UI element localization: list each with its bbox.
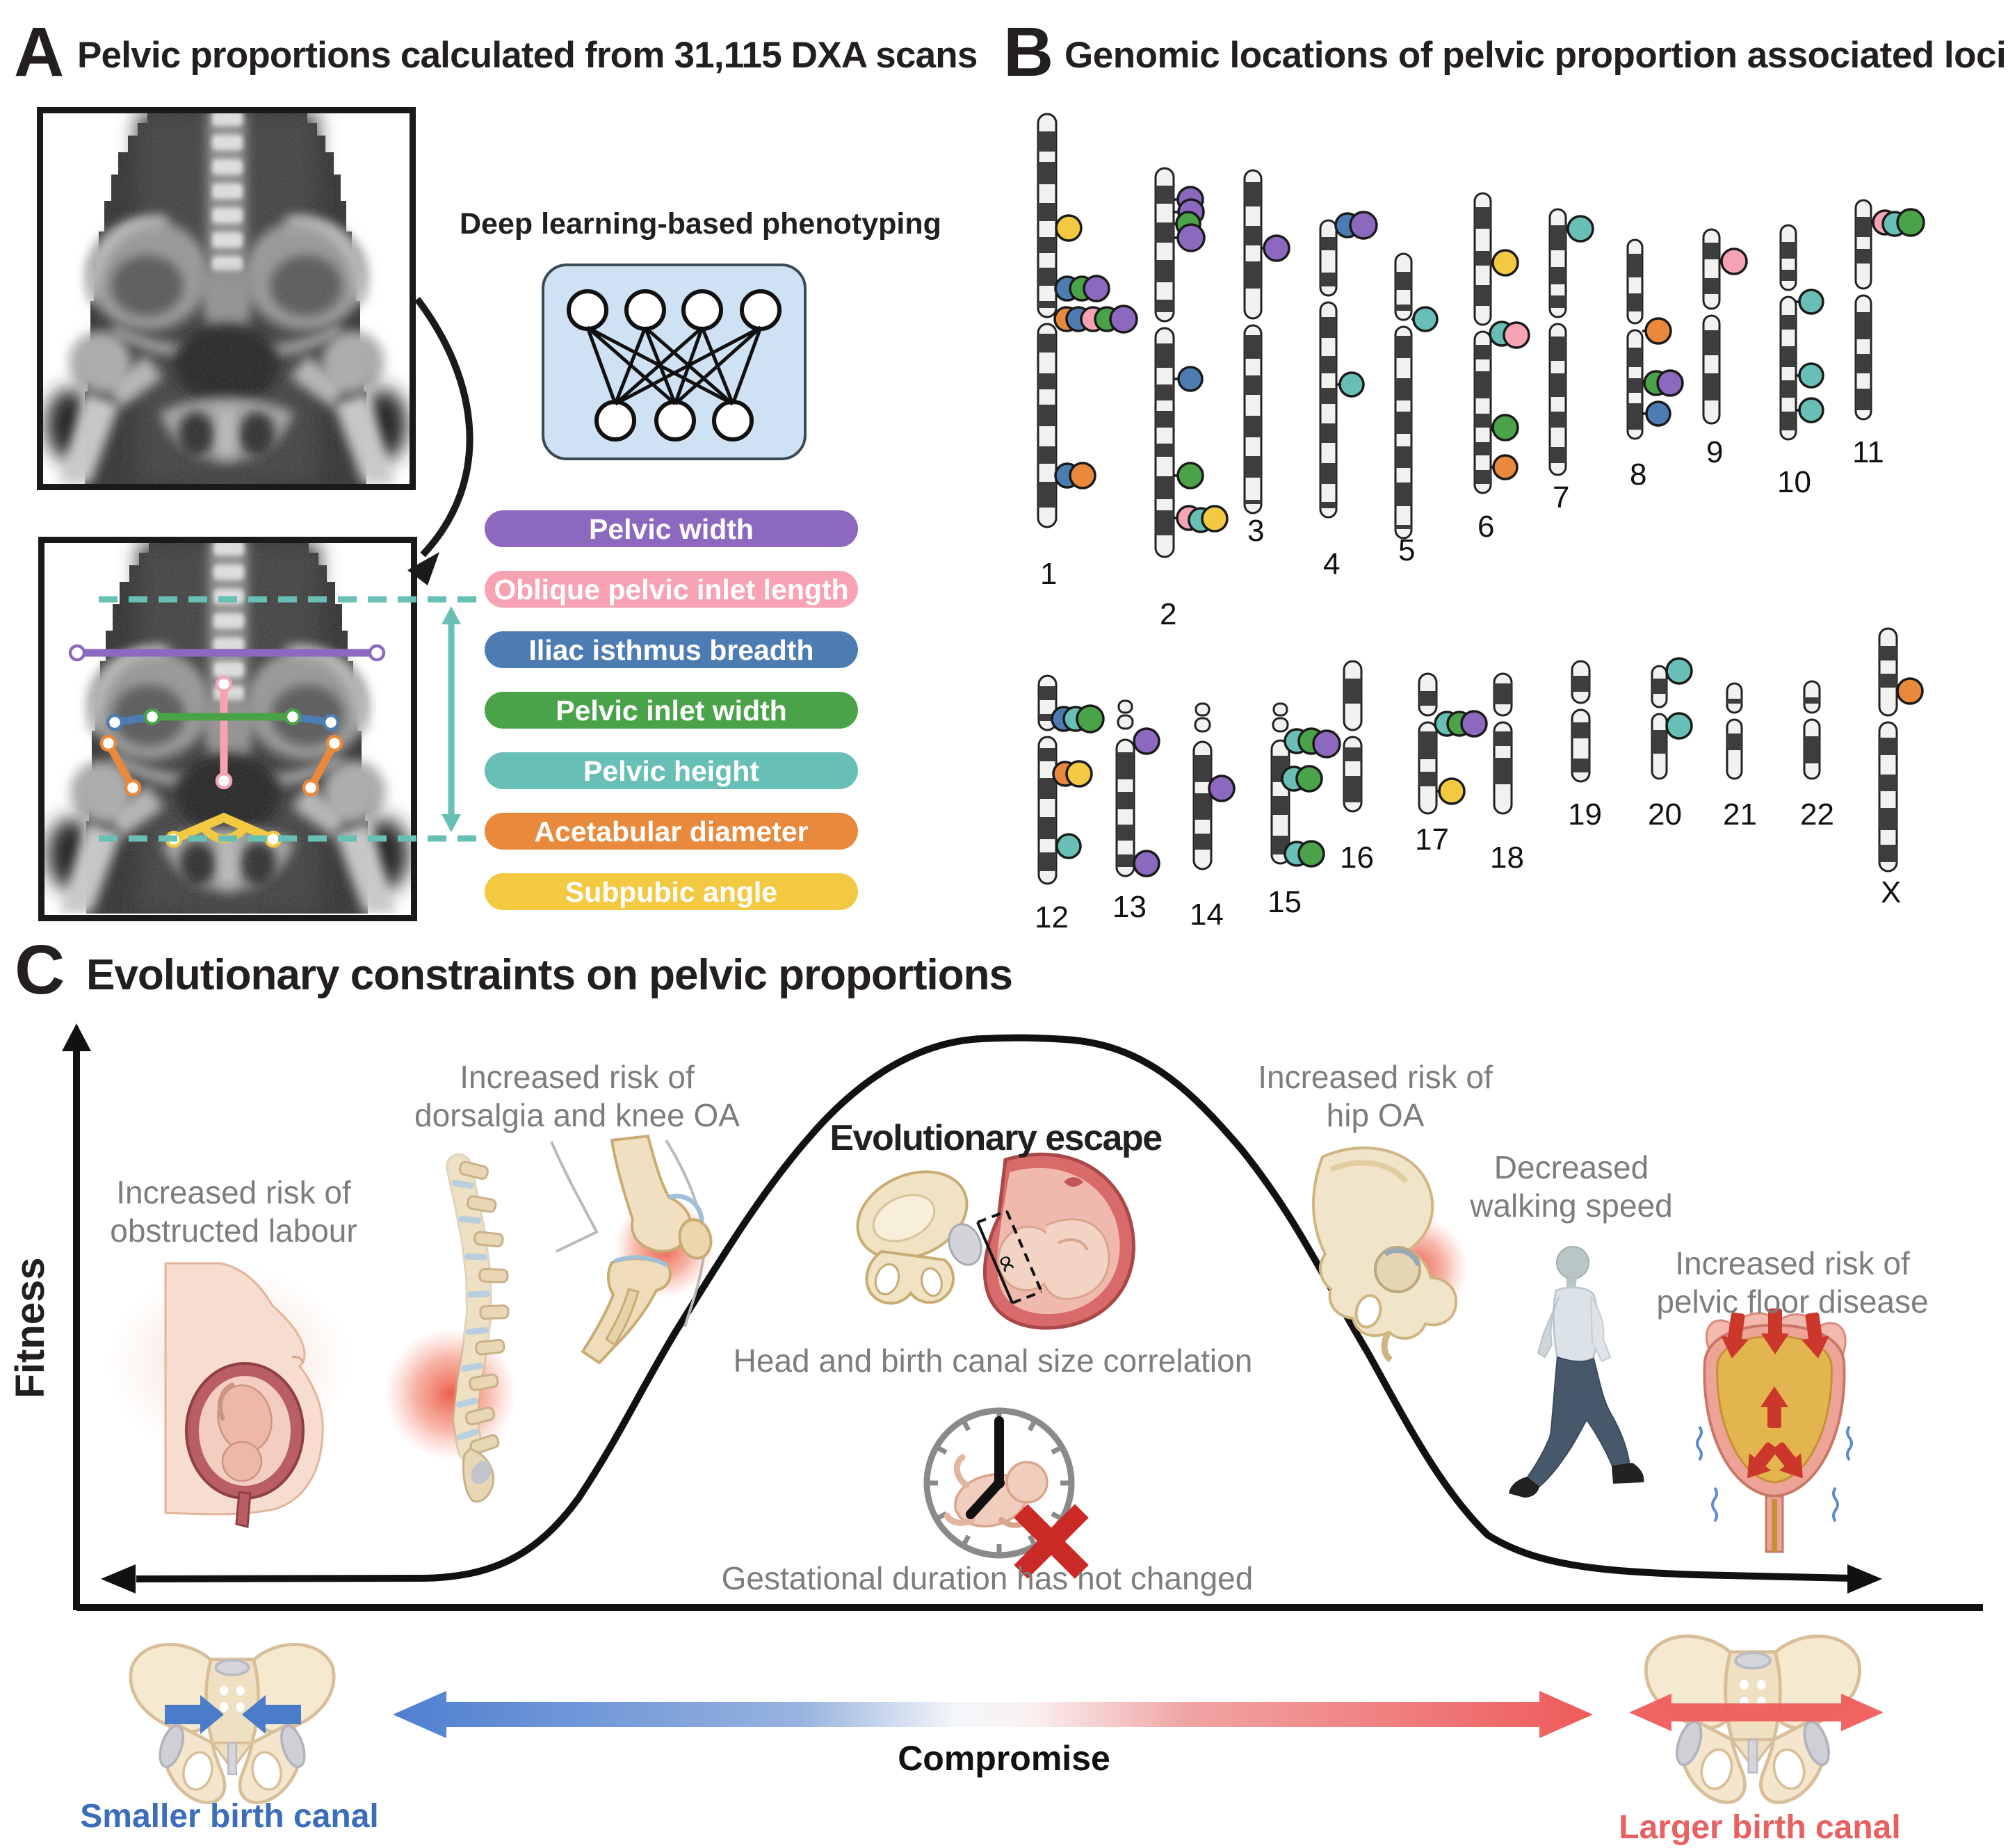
svg-text:6: 6	[1477, 510, 1494, 544]
svg-text:14: 14	[1190, 898, 1224, 932]
svg-text:16: 16	[1340, 841, 1374, 875]
svg-text:7: 7	[1553, 480, 1569, 514]
svg-text:X: X	[1881, 875, 1901, 909]
svg-text:1: 1	[1040, 557, 1057, 591]
svg-text:12: 12	[1035, 900, 1069, 934]
svg-text:Fitness: Fitness	[8, 1257, 53, 1398]
svg-text:15: 15	[1268, 885, 1302, 919]
svg-text:13: 13	[1112, 890, 1147, 924]
svg-text:20: 20	[1648, 797, 1682, 832]
svg-text:17: 17	[1415, 822, 1449, 857]
svg-text:19: 19	[1568, 797, 1602, 832]
svg-text:22: 22	[1800, 797, 1834, 832]
svg-text:9: 9	[1706, 435, 1723, 469]
svg-text:3: 3	[1247, 514, 1264, 548]
svg-text:2: 2	[1160, 597, 1176, 631]
svg-text:21: 21	[1723, 797, 1757, 832]
svg-text:18: 18	[1490, 841, 1524, 875]
svg-text:4: 4	[1323, 547, 1340, 581]
svg-text:10: 10	[1777, 465, 1811, 499]
svg-text:5: 5	[1398, 533, 1415, 567]
svg-text:8: 8	[1630, 457, 1646, 492]
svg-text:11: 11	[1852, 435, 1884, 469]
